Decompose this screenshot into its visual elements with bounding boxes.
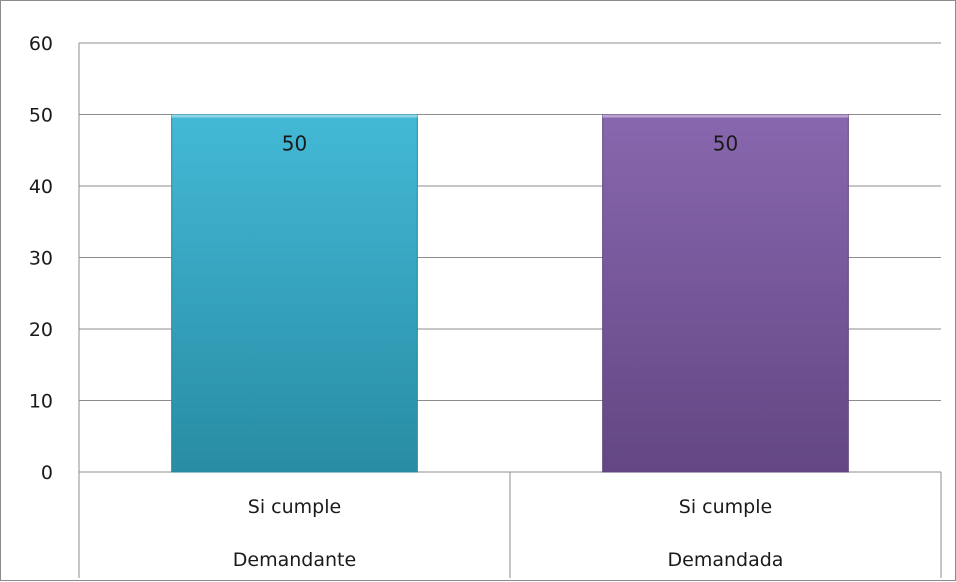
bar-highlight — [602, 114, 849, 118]
bar-0 — [171, 114, 418, 473]
axes — [78, 43, 942, 578]
y-tick-label: 20 — [29, 319, 53, 341]
bar-1 — [602, 114, 849, 473]
labels: 0 10 20 30 40 50 60 50 Si cumple Demandante 50 Si c… — [29, 33, 784, 571]
category-label-top: Si cumple — [679, 496, 772, 518]
bars — [171, 114, 849, 473]
y-tick-label: 50 — [29, 105, 53, 127]
data-label: 50 — [713, 132, 738, 156]
y-tick-label: 0 — [41, 462, 53, 484]
data-label: 50 — [282, 132, 307, 156]
y-tick-label: 30 — [29, 248, 53, 270]
y-tick-label: 10 — [29, 391, 53, 413]
y-tick-label: 40 — [29, 176, 53, 198]
category-label-bottom: Demandada — [668, 549, 784, 571]
y-tick-label: 60 — [29, 33, 53, 55]
bar-highlight — [171, 114, 418, 118]
category-label-bottom: Demandante — [233, 549, 356, 571]
category-label-top: Si cumple — [248, 496, 341, 518]
